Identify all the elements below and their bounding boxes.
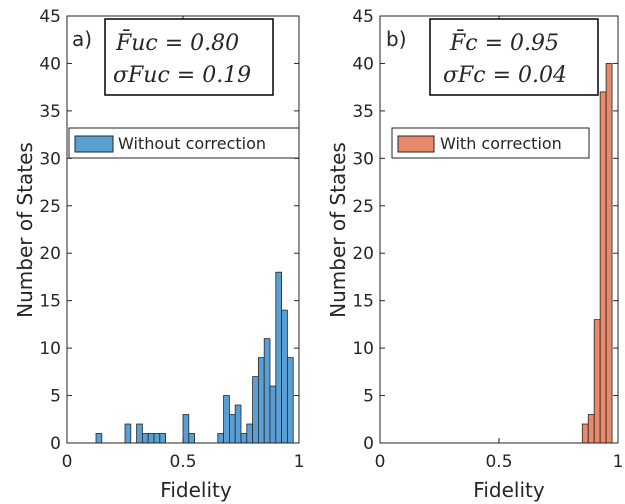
histogram-bar [159, 433, 167, 444]
histogram-bar [257, 357, 265, 444]
y-tick-label: 40 [352, 54, 374, 74]
y-tick-label: 5 [363, 387, 374, 407]
stats-mean-a: F̄uc = 0.80 [115, 29, 239, 56]
y-ticks-a: 0 5 10 15 20 25 30 35 40 45 [39, 7, 299, 454]
stats-box-b [429, 18, 599, 96]
histogram-bar [281, 309, 288, 444]
histogram-bar [581, 423, 589, 444]
histogram-bar [182, 414, 190, 444]
histogram-bar [275, 271, 282, 444]
x-tick-label: 1 [294, 452, 305, 472]
histogram-bar [228, 414, 236, 444]
y-tick-label: 10 [39, 339, 61, 359]
x-tick-label: 1 [613, 452, 624, 472]
y-tick-label: 25 [39, 197, 61, 217]
legend-b: With correction [391, 127, 590, 159]
y-tick-label: 10 [352, 339, 374, 359]
histogram-bar [240, 433, 248, 444]
y-tick-label: 0 [50, 434, 61, 454]
histogram-bar [136, 423, 143, 444]
legend-label-b: With correction [440, 134, 562, 153]
histogram-bar [141, 433, 149, 444]
stats-mean-b: F̄c = 0.95 [449, 29, 559, 56]
y-tick-label: 0 [363, 434, 374, 454]
y-tick-label: 15 [39, 292, 61, 312]
y-tick-label: 15 [352, 292, 374, 312]
panel-label-b: b) [386, 27, 407, 51]
x-axis-label-a: Fidelity [160, 478, 232, 502]
histogram-bar [605, 63, 613, 444]
y-ticks-b: 0 5 10 15 20 25 30 35 40 45 [352, 7, 618, 454]
y-tick-label: 40 [39, 54, 61, 74]
legend-label-a: Without correction [118, 134, 266, 153]
y-tick-label: 45 [352, 7, 374, 27]
stats-sigma-a: σFuc = 0.19 [113, 63, 251, 88]
y-tick-label: 30 [39, 149, 61, 169]
axes-frame-b [379, 15, 619, 444]
histogram-bar [153, 433, 161, 444]
histogram-bar [188, 433, 196, 444]
histogram-bar [124, 423, 132, 444]
histogram-bar [252, 376, 259, 444]
y-tick-label: 5 [50, 387, 61, 407]
histogram-bar [234, 404, 242, 444]
panel-b: 0 5 10 15 20 25 30 35 40 45 0 0.5 1 b) F̄c = 0.95 σ… [326, 7, 623, 502]
panel-label-a: a) [72, 27, 92, 51]
legend-a: Without correction [68, 127, 300, 159]
x-tick-label: 0 [375, 452, 386, 472]
histogram-bar [263, 338, 271, 444]
y-tick-label: 20 [39, 244, 61, 264]
histogram-bar [593, 319, 601, 444]
y-tick-label: 35 [352, 102, 374, 122]
histogram-bar [246, 423, 254, 444]
histogram-bar [286, 357, 294, 444]
y-tick-label: 30 [352, 149, 374, 169]
histogram-bar [95, 433, 103, 444]
histogram-bar [147, 433, 155, 444]
y-tick-label: 20 [352, 244, 374, 264]
histogram-bar [223, 395, 230, 444]
legend-swatch-b [397, 135, 435, 153]
x-tick-label: 0 [62, 452, 73, 472]
histogram-bar [217, 433, 225, 444]
legend-swatch-a [74, 135, 114, 153]
x-tick-label: 0.5 [169, 452, 196, 472]
y-tick-label: 25 [352, 197, 374, 217]
histogram-bar [269, 385, 277, 444]
stats-sigma-b: σFc = 0.04 [443, 63, 567, 88]
stats-box-a [104, 18, 274, 96]
x-tick-label: 0.5 [485, 452, 512, 472]
histogram-bar [599, 91, 607, 444]
x-axis-label-b: Fidelity [473, 478, 545, 502]
y-tick-label: 35 [39, 102, 61, 122]
axes-frame-a [66, 15, 300, 444]
y-axis-label-b: Number of States [326, 142, 350, 318]
histogram-bar [587, 414, 595, 444]
y-axis-label-a: Number of States [13, 142, 37, 318]
y-tick-label: 45 [39, 7, 61, 27]
